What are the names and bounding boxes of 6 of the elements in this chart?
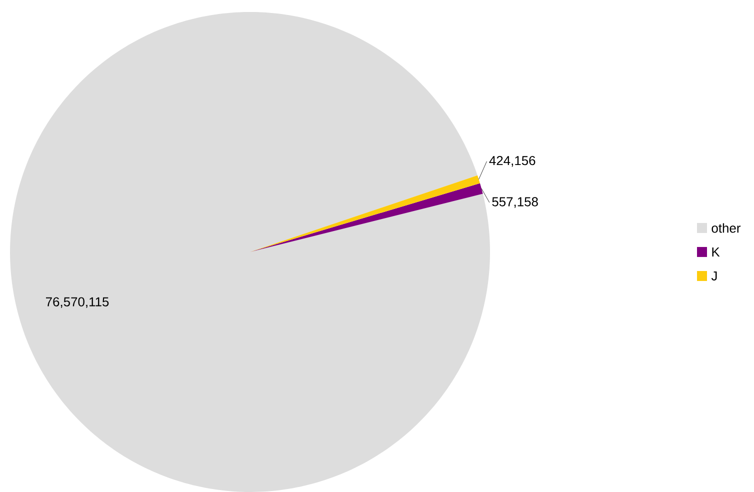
legend-label: J xyxy=(711,271,717,280)
data-label: 76,570,115 xyxy=(46,297,109,308)
data-label: 557,158 xyxy=(492,197,538,208)
legend-label: other xyxy=(712,223,741,233)
legend-label: K xyxy=(712,248,720,256)
data-label: 424,156 xyxy=(489,156,536,167)
